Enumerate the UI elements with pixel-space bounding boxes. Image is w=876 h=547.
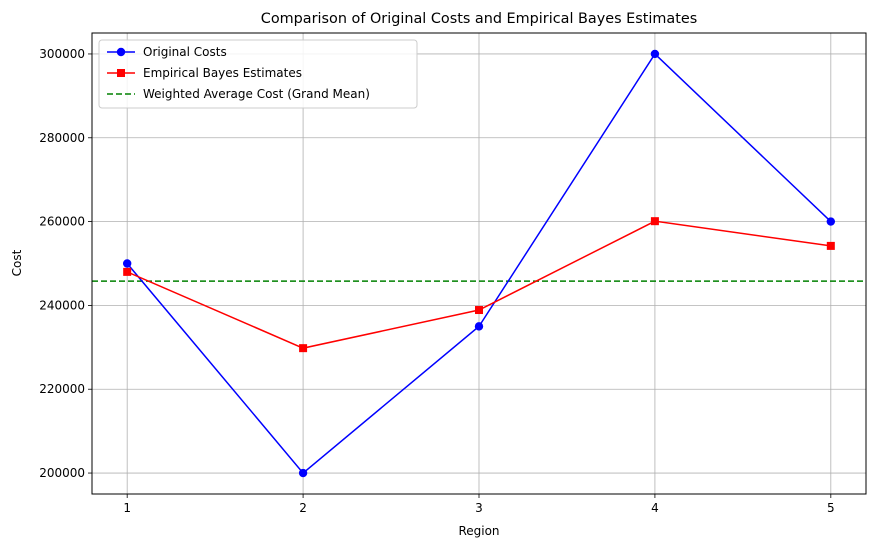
y-tick-label: 200000 xyxy=(39,466,85,480)
y-tick-label: 260000 xyxy=(39,215,85,229)
data-point-circle xyxy=(122,259,132,268)
y-tick-label: 280000 xyxy=(39,131,85,145)
data-point-circle xyxy=(298,468,308,478)
x-tick-label: 3 xyxy=(475,501,483,515)
data-point-square xyxy=(123,267,132,276)
series-group xyxy=(122,49,836,478)
legend-label: Weighted Average Cost (Grand Mean) xyxy=(143,87,370,101)
legend-label: Empirical Bayes Estimates xyxy=(143,66,302,80)
data-point-square xyxy=(299,344,308,353)
data-point-circle xyxy=(826,217,836,226)
data-point-circle xyxy=(650,49,660,59)
x-tick-label: 4 xyxy=(651,501,659,515)
legend-marker-square xyxy=(117,69,125,77)
legend-marker-circle xyxy=(116,47,126,57)
data-point-circle xyxy=(474,322,484,331)
data-point-square xyxy=(475,306,483,315)
legend-box xyxy=(98,39,418,109)
x-tick-label: 1 xyxy=(123,501,131,515)
y-tick-label: 300000 xyxy=(39,47,85,61)
legend-label: Original Costs xyxy=(143,45,227,59)
y-axis: 200000 220000 240000 260000 280000 300000 xyxy=(39,47,92,480)
legend: Original Costs Empirical Bayes Estimates W… xyxy=(98,39,418,109)
y-axis-label: Cost xyxy=(10,249,24,276)
x-axis-label: Region xyxy=(458,524,499,538)
y-tick-label: 220000 xyxy=(39,382,85,396)
x-tick-label: 5 xyxy=(827,501,835,515)
data-point-square xyxy=(826,241,835,250)
data-point-square xyxy=(650,217,659,226)
x-tick-label: 2 xyxy=(299,501,307,515)
y-tick-label: 240000 xyxy=(39,298,85,312)
x-axis: 1 2 3 4 5 xyxy=(123,494,835,515)
chart-title: Comparison of Original Costs and Empiric… xyxy=(261,11,697,27)
